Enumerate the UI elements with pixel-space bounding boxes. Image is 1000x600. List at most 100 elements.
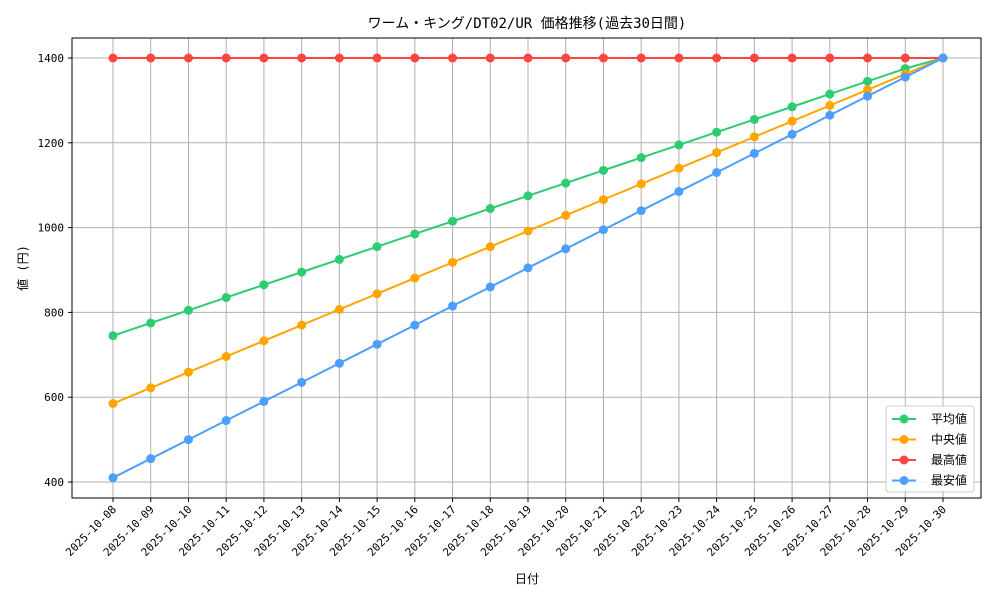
data-point — [787, 129, 797, 139]
data-point — [825, 53, 835, 63]
data-point — [561, 178, 571, 188]
data-point — [561, 244, 571, 254]
data-point — [221, 351, 231, 361]
data-point — [410, 273, 420, 283]
data-point — [749, 53, 759, 63]
x-axis-ticks: 2025-10-082025-10-092025-10-102025-10-11… — [63, 498, 949, 559]
data-point — [825, 100, 835, 110]
data-point — [334, 358, 344, 368]
data-point — [863, 53, 873, 63]
data-point — [297, 53, 307, 63]
data-point — [523, 226, 533, 236]
data-point — [598, 195, 608, 205]
series-2 — [108, 53, 948, 63]
data-point — [825, 89, 835, 99]
y-tick-label: 400 — [44, 476, 64, 489]
data-point — [372, 53, 382, 63]
legend-label: 最安値 — [931, 473, 967, 488]
data-point — [938, 53, 948, 63]
data-point — [146, 454, 156, 464]
data-point — [146, 53, 156, 63]
data-point — [712, 167, 722, 177]
data-point — [297, 377, 307, 387]
data-point — [674, 53, 684, 63]
legend-marker — [899, 414, 909, 424]
data-point — [485, 282, 495, 292]
data-point — [221, 293, 231, 303]
data-point — [825, 110, 835, 120]
data-point — [334, 53, 344, 63]
data-point — [523, 53, 533, 63]
data-point — [183, 435, 193, 445]
data-point — [334, 304, 344, 314]
data-point — [863, 91, 873, 101]
data-point — [485, 242, 495, 252]
data-point — [183, 367, 193, 377]
data-point — [900, 53, 910, 63]
legend-marker — [899, 435, 909, 444]
legend-frame — [885, 405, 975, 493]
y-tick-label: 600 — [44, 391, 64, 404]
y-tick-label: 1400 — [38, 52, 65, 65]
data-point — [863, 76, 873, 86]
data-point — [146, 383, 156, 393]
data-point — [636, 206, 646, 216]
data-point — [523, 191, 533, 201]
legend-marker — [899, 476, 909, 485]
data-point — [146, 318, 156, 328]
data-point — [448, 301, 458, 311]
data-point — [221, 416, 231, 426]
data-point — [598, 53, 608, 63]
plot-frame — [71, 37, 982, 499]
data-point — [372, 242, 382, 252]
data-point — [297, 320, 307, 330]
y-tick-label: 800 — [44, 306, 64, 319]
data-point — [863, 85, 873, 95]
data-point — [712, 127, 722, 137]
data-point — [259, 53, 269, 63]
data-point — [259, 336, 269, 346]
data-point — [523, 263, 533, 273]
data-point — [297, 267, 307, 277]
data-point — [674, 187, 684, 197]
y-tick-label: 1200 — [38, 137, 65, 150]
y-axis-ticks: 400 600 800 1000 1200 1400 — [38, 52, 72, 489]
data-point — [749, 132, 759, 142]
data-point — [259, 396, 269, 406]
data-point — [221, 53, 231, 63]
legend-label: 中央値 — [931, 432, 967, 447]
data-point — [561, 210, 571, 220]
data-point — [108, 53, 118, 63]
data-point — [372, 339, 382, 349]
data-point — [674, 163, 684, 173]
data-point — [674, 140, 684, 150]
data-point — [749, 148, 759, 158]
legend-label: 最高値 — [931, 452, 967, 467]
data-point — [448, 216, 458, 226]
data-point — [787, 116, 797, 126]
data-point — [410, 320, 420, 330]
chart-title: ワーム・キング/DT02/UR 価格推移(過去30日間) — [368, 16, 687, 32]
data-point — [448, 53, 458, 63]
data-point — [108, 473, 118, 483]
data-point — [712, 53, 722, 63]
y-axis-label: 値 (円) — [15, 245, 30, 291]
data-point — [183, 305, 193, 315]
series-3 — [108, 53, 948, 483]
data-point — [712, 148, 722, 158]
data-point — [636, 179, 646, 189]
data-point — [636, 53, 646, 63]
data-point — [787, 53, 797, 63]
legend-marker — [899, 455, 909, 465]
data-point — [448, 257, 458, 267]
data-point — [259, 280, 269, 290]
data-point — [598, 165, 608, 175]
legend-label: 平均値 — [931, 411, 967, 426]
series-group — [108, 53, 948, 483]
series-1 — [108, 53, 948, 409]
data-point — [334, 254, 344, 264]
data-point — [410, 53, 420, 63]
series-0 — [108, 53, 948, 341]
